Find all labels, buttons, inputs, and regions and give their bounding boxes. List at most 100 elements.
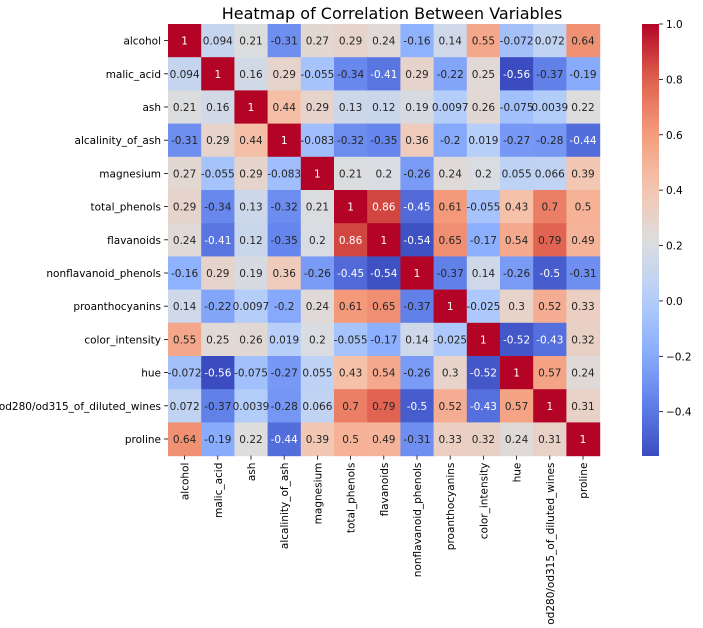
cell-annotation: 0.31 [538, 434, 561, 446]
cell-annotation: 1 [414, 268, 421, 280]
heatmap-cell [500, 90, 534, 125]
heatmap-cell [168, 356, 202, 390]
heatmap-cell [433, 422, 468, 457]
x-tick-label: proline [578, 463, 590, 499]
heatmap-cell [433, 24, 468, 58]
cell-annotation: 0.0039 [531, 102, 568, 114]
cell-annotation: 0.32 [472, 434, 495, 446]
cell-annotation: -0.19 [204, 434, 231, 446]
cell-annotation: 0.22 [239, 434, 262, 446]
heatmap-cell [533, 223, 567, 257]
heatmap-cell [367, 190, 401, 224]
heatmap-cell [267, 322, 302, 357]
heatmap-cell [566, 123, 601, 158]
cell-annotation: -0.075 [234, 368, 268, 380]
heatmap-cell [201, 422, 235, 457]
cell-annotation: -0.26 [403, 168, 430, 180]
heatmap-cell [300, 24, 335, 58]
cell-annotation: 0.55 [173, 334, 196, 346]
cell-annotation: 0.2 [309, 235, 326, 247]
y-tick-label: ash [142, 102, 161, 114]
cell-annotation: -0.2 [440, 135, 461, 147]
cell-annotation: 0.64 [173, 434, 197, 446]
heatmap-cell [466, 422, 501, 457]
heatmap-cell [466, 356, 501, 390]
heatmap-cell [334, 389, 368, 423]
cell-annotation: 0.33 [571, 301, 594, 313]
y-tick-label: total_phenols [90, 202, 161, 214]
heatmap-cell [234, 256, 269, 291]
heatmap-cell [566, 289, 601, 324]
heatmap-cell [334, 90, 368, 125]
heatmap-cell [234, 356, 269, 390]
cell-annotation: -0.28 [536, 135, 563, 147]
heatmap-cell [533, 24, 567, 58]
cell-annotation: 0.24 [439, 168, 463, 180]
heatmap-cell [500, 24, 534, 58]
cell-annotation: 0.39 [571, 168, 594, 180]
heatmap-cell [201, 223, 235, 257]
heatmap-cell [300, 57, 335, 91]
heatmap-cell [533, 190, 567, 224]
cell-annotation: 0.36 [405, 135, 429, 147]
heatmap-cell [234, 289, 269, 324]
cell-annotation: 0.019 [269, 334, 299, 346]
cell-annotation: 0.5 [342, 434, 359, 446]
heatmap-cell [400, 24, 435, 58]
cell-annotation: 1 [214, 69, 221, 81]
heatmap-cell [400, 422, 435, 457]
heatmap-cell [367, 389, 401, 423]
heatmap-cell [267, 389, 302, 423]
heatmap-cell [300, 389, 335, 423]
cell-annotation: 0.24 [505, 434, 529, 446]
cell-annotation: 0.65 [439, 235, 462, 247]
cell-annotation: 0.39 [306, 434, 329, 446]
cell-annotation: 0.21 [306, 202, 329, 214]
heatmap-cell [367, 422, 401, 457]
heatmap-cell [367, 223, 401, 257]
cell-annotation: 0.3 [508, 301, 525, 313]
colorbar-gradient [642, 24, 659, 456]
cell-annotation: -0.52 [470, 368, 497, 380]
cell-annotation: 0.33 [439, 434, 462, 446]
cell-annotation: -0.35 [271, 235, 298, 247]
cell-annotation: 0.61 [439, 202, 462, 214]
heatmap-cell [466, 90, 501, 125]
heatmap-cell [566, 190, 601, 224]
heatmap-cell [267, 57, 302, 91]
heatmap-cell [168, 256, 202, 291]
cell-annotation: -0.37 [204, 401, 231, 413]
x-tick-label: malic_acid [213, 463, 225, 518]
cell-annotation: 0.0097 [233, 301, 270, 313]
cell-annotation: 0.019 [468, 135, 498, 147]
colorbar-tick-label: 0.6 [666, 130, 683, 142]
cell-annotation: 0.52 [439, 401, 462, 413]
heatmap-cell [500, 156, 534, 191]
cell-annotation: 0.072 [535, 36, 565, 48]
cell-annotation: 0.43 [505, 202, 528, 214]
heatmap-cell [300, 356, 335, 390]
x-tick-label: ash [246, 463, 258, 482]
heatmap-cell [433, 190, 468, 224]
cell-annotation: -0.19 [569, 69, 596, 81]
heatmap-cell [334, 24, 368, 58]
heatmap-cell [334, 256, 368, 291]
heatmap-cell [367, 322, 401, 357]
cell-annotation: 0.64 [571, 36, 595, 48]
heatmap-cell [566, 57, 601, 91]
cell-annotation: -0.32 [337, 135, 364, 147]
heatmap-cell [466, 123, 501, 158]
heatmap-cell [566, 90, 601, 125]
heatmap-cell [267, 24, 302, 58]
heatmap-cell [433, 223, 468, 257]
x-tick-label: alcalinity_of_ash [279, 463, 291, 549]
heatmap-cell [168, 389, 202, 423]
cell-annotation: 0.094 [203, 36, 233, 48]
heatmap-cell [466, 190, 501, 224]
cell-annotation: -0.055 [334, 334, 368, 346]
cell-annotation: 0.072 [170, 401, 200, 413]
cell-annotation: -0.35 [370, 135, 397, 147]
cell-annotation: -0.072 [500, 36, 534, 48]
heatmap-cell [533, 356, 567, 390]
heatmap-cell [400, 156, 435, 191]
